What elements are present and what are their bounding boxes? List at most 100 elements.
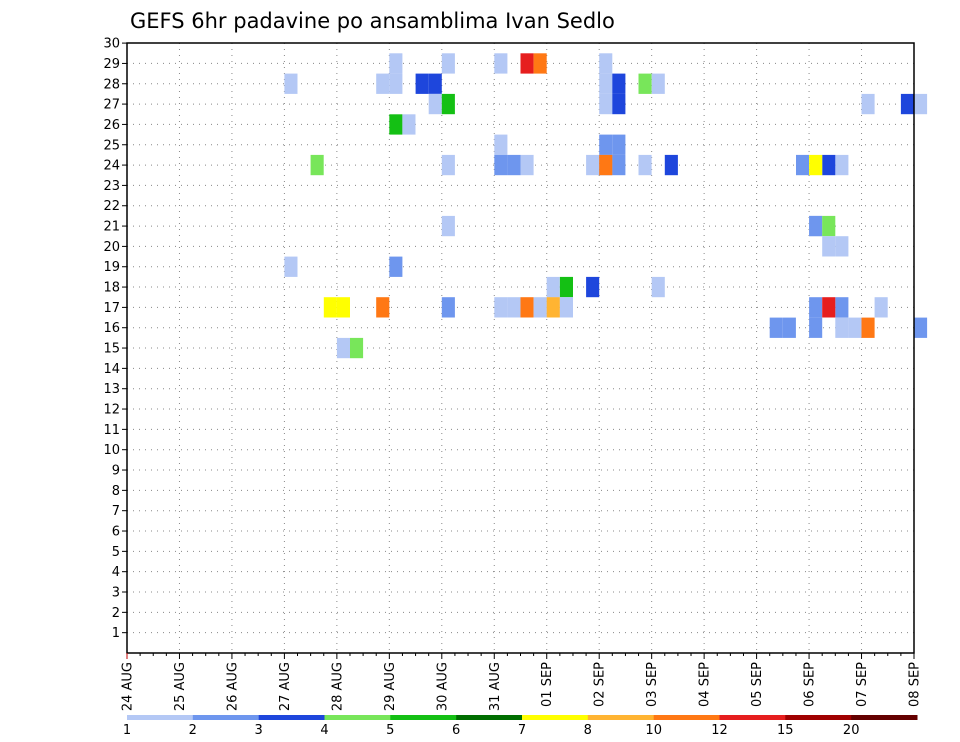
data-cell xyxy=(559,297,573,318)
plot-frame xyxy=(126,42,915,654)
legend-swatch xyxy=(456,715,523,720)
legend-label: 20 xyxy=(843,723,860,738)
data-cell xyxy=(494,134,508,155)
data-cell xyxy=(822,154,836,176)
y-tick-label: 11 xyxy=(103,423,120,438)
y-tick-label: 24 xyxy=(103,159,120,174)
y-tick-label: 26 xyxy=(103,118,120,133)
data-cell xyxy=(533,297,547,318)
data-cell xyxy=(533,53,547,74)
y-tick-label: 29 xyxy=(103,57,120,72)
x-tick-label: 06 SEP xyxy=(803,662,818,707)
y-tick-label: 17 xyxy=(103,301,120,316)
y-tick-label: 7 xyxy=(112,504,120,519)
x-tick-label: 28 AUG xyxy=(330,662,345,711)
y-tick-label: 28 xyxy=(103,77,120,92)
y-tick-label: 6 xyxy=(112,525,120,540)
x-tick-label: 26 AUG xyxy=(225,662,240,711)
data-cell xyxy=(612,73,626,94)
data-cell xyxy=(441,93,455,115)
data-cell xyxy=(612,93,626,115)
data-cell xyxy=(651,276,665,298)
legend-label: 12 xyxy=(711,723,728,738)
legend-swatch xyxy=(522,715,589,720)
data-cell xyxy=(638,73,652,94)
legend-swatch xyxy=(851,715,918,720)
y-tick-label: 30 xyxy=(103,37,120,52)
data-cell xyxy=(599,154,613,176)
data-cell xyxy=(520,53,534,74)
data-cell xyxy=(599,73,613,94)
data-cell xyxy=(586,276,600,298)
x-tick-label: 29 AUG xyxy=(383,662,398,711)
data-cell xyxy=(507,154,521,176)
data-cell xyxy=(599,134,613,155)
legend-label: 8 xyxy=(584,723,592,738)
legend-label: 6 xyxy=(452,723,460,738)
data-cell xyxy=(520,154,534,176)
data-cell xyxy=(835,154,849,176)
grid-lines xyxy=(127,43,914,653)
y-tick-label: 2 xyxy=(112,606,120,621)
data-cell xyxy=(389,114,403,135)
x-tick-label: 03 SEP xyxy=(645,662,660,707)
data-cell xyxy=(336,337,350,359)
y-tick-label: 25 xyxy=(103,138,120,153)
y-tick-label: 8 xyxy=(112,484,120,499)
color-legend: 1 2 3 4 5 6 7 8 10 12 15 20 xyxy=(123,715,918,738)
data-cell xyxy=(586,154,600,176)
data-cell xyxy=(796,154,810,176)
legend-swatch xyxy=(587,715,655,720)
data-cell xyxy=(415,73,429,94)
data-cell xyxy=(323,297,337,318)
legend-swatch xyxy=(324,715,391,720)
data-cell xyxy=(389,53,403,74)
y-tick-label: 20 xyxy=(103,240,120,255)
data-cell xyxy=(809,154,823,176)
data-cell xyxy=(809,317,823,338)
y-tick-label: 18 xyxy=(103,281,120,296)
data-cell xyxy=(835,317,849,338)
legend-label: 15 xyxy=(777,723,794,738)
data-cell xyxy=(599,53,613,74)
data-cell xyxy=(874,297,888,318)
data-cell xyxy=(441,297,455,318)
x-tick-label: 08 SEP xyxy=(908,662,923,707)
y-tick-label: 9 xyxy=(112,464,120,479)
x-tick-label: 02 SEP xyxy=(593,662,608,707)
data-cell xyxy=(599,93,613,115)
y-tick-label: 16 xyxy=(103,321,120,336)
data-cell xyxy=(861,93,875,115)
y-tick-label: 12 xyxy=(103,403,120,418)
data-cell xyxy=(441,154,455,176)
data-cells xyxy=(284,53,928,359)
data-cell xyxy=(428,93,442,115)
data-cell xyxy=(546,297,560,318)
data-cell xyxy=(389,73,403,94)
legend-label: 7 xyxy=(518,723,526,738)
legend-swatch xyxy=(390,715,457,720)
data-cell xyxy=(809,215,823,237)
y-tick-label: 14 xyxy=(103,362,120,377)
data-cell xyxy=(546,276,560,298)
data-cell xyxy=(402,114,416,135)
data-cell xyxy=(664,154,678,176)
y-tick-label: 21 xyxy=(103,220,120,235)
legend-label: 3 xyxy=(255,723,263,738)
legend-label: 4 xyxy=(320,723,328,738)
data-cell xyxy=(494,154,508,176)
data-cell xyxy=(376,73,390,94)
data-cell xyxy=(428,73,442,94)
data-cell xyxy=(520,297,534,318)
data-cell xyxy=(822,297,836,318)
x-tick-label: 01 SEP xyxy=(540,662,555,707)
legend-swatch xyxy=(653,715,720,720)
x-tick-label: 04 SEP xyxy=(698,662,713,707)
y-tick-label: 5 xyxy=(112,545,120,560)
data-cell xyxy=(769,317,783,338)
data-cell xyxy=(350,337,364,359)
x-tick-label: 30 AUG xyxy=(435,662,450,711)
legend-label: 1 xyxy=(123,723,131,738)
x-axis: 24 AUG 25 AUG 26 AUG 27 AUG 28 AUG 29 AUG 30 A… xyxy=(121,653,923,711)
data-cell xyxy=(376,297,390,318)
